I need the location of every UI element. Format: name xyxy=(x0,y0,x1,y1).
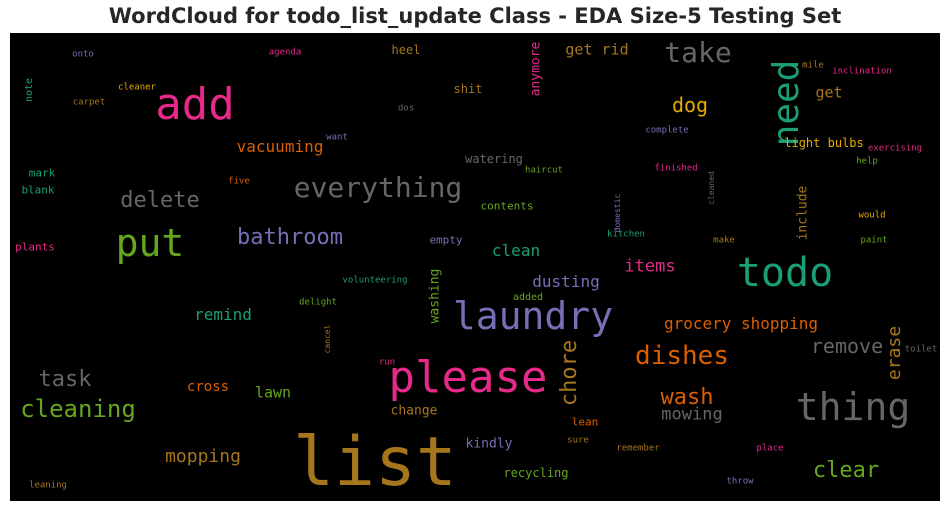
word-volunteering: volunteering xyxy=(342,275,408,286)
word-mile: mile xyxy=(802,60,824,71)
word-help: help xyxy=(856,156,878,167)
word-delete: delete xyxy=(120,188,200,213)
word-run: run xyxy=(378,357,396,368)
word-lean: lean xyxy=(571,415,599,429)
word-inclination: inclination xyxy=(832,66,892,77)
chart-title: WordCloud for todo_list_update Class - E… xyxy=(108,4,842,28)
word-vacuuming: vacuuming xyxy=(236,137,324,156)
word-washing: washing xyxy=(427,268,443,324)
word-add: add xyxy=(155,79,235,130)
word-dog: dog xyxy=(671,93,709,117)
word-agenda: agenda xyxy=(268,47,302,58)
word-remove: remove xyxy=(810,334,884,358)
word-kindly: kindly xyxy=(465,436,513,452)
word-paint: paint xyxy=(860,235,888,246)
word-please: please xyxy=(388,352,548,403)
word-get-rid: get rid xyxy=(565,40,629,59)
word-would: would xyxy=(858,210,886,221)
word-place: place xyxy=(756,443,784,454)
word-items: items xyxy=(624,256,676,277)
word-shit: shit xyxy=(453,82,483,96)
word-light-bulbs: light bulbs xyxy=(784,136,864,150)
word-bathroom: bathroom xyxy=(237,225,343,250)
word-grocery-shopping: grocery shopping xyxy=(663,314,819,333)
word-clean: clean xyxy=(491,241,541,260)
word-delight: delight xyxy=(299,297,337,308)
word-remember: remember xyxy=(616,443,660,454)
word-list: list xyxy=(293,423,457,501)
word-make: make xyxy=(713,235,735,246)
word-need: need xyxy=(766,59,807,147)
word-sure: sure xyxy=(567,435,589,446)
word-cleaning: cleaning xyxy=(20,395,136,423)
word-todo: todo xyxy=(736,250,834,296)
word-mopping: mopping xyxy=(165,446,241,467)
word-haircut: haircut xyxy=(525,165,563,176)
word-throw: throw xyxy=(726,476,754,487)
word-dusting: dusting xyxy=(532,272,600,291)
word-change: change xyxy=(390,403,438,419)
word-get: get xyxy=(815,83,843,102)
word-laundry: laundry xyxy=(452,294,614,338)
word-onto: onto xyxy=(72,49,94,60)
word-include: include xyxy=(795,185,811,241)
word-leaning: leaning xyxy=(29,480,67,491)
word-contents: contents xyxy=(480,199,534,213)
word-heel: heel xyxy=(391,43,421,57)
word-five: five xyxy=(228,176,250,187)
word-toilet: toilet xyxy=(904,344,938,355)
word-cross: cross xyxy=(186,379,230,395)
word-domestic: domestic xyxy=(613,193,622,233)
word-everything: everything xyxy=(293,171,463,204)
word-complete: complete xyxy=(645,125,689,136)
word-note: note xyxy=(24,77,35,103)
word-plants: plants xyxy=(15,240,55,254)
word-anymore: anymore xyxy=(528,41,544,97)
word-exercising: exercising xyxy=(867,143,923,154)
word-wash: wash xyxy=(660,385,714,410)
word-chore: chore xyxy=(557,339,582,407)
word-put: put xyxy=(115,221,185,265)
word-dishes: dishes xyxy=(635,341,729,371)
word-clear: clear xyxy=(812,458,880,483)
word-remind: remind xyxy=(194,305,252,324)
word-empty: empty xyxy=(429,233,463,247)
word-dos: dos xyxy=(397,103,415,114)
word-cloud-canvas: list please add todo laundry put thing need ever… xyxy=(10,33,940,501)
word-mark: mark xyxy=(28,166,56,180)
word-recycling: recycling xyxy=(503,466,569,480)
word-mowing: mowing xyxy=(661,404,723,425)
word-lawn: lawn xyxy=(254,383,292,402)
word-watering: watering xyxy=(465,152,523,166)
word-thing: thing xyxy=(795,385,911,429)
word-erase: erase xyxy=(884,325,905,381)
word-want: want xyxy=(326,132,348,143)
word-added: added xyxy=(512,292,544,303)
word-task: task xyxy=(38,367,92,392)
word-finished: finished xyxy=(654,163,698,174)
word-kitchen: kitchen xyxy=(607,229,645,240)
word-cleaner: cleaner xyxy=(118,82,156,93)
word-cancel: cancel xyxy=(323,324,332,354)
word-cleaned: cleaned xyxy=(707,171,716,205)
word-carpet: carpet xyxy=(72,97,106,108)
word-take: take xyxy=(664,36,732,69)
word-blank: blank xyxy=(21,183,55,197)
